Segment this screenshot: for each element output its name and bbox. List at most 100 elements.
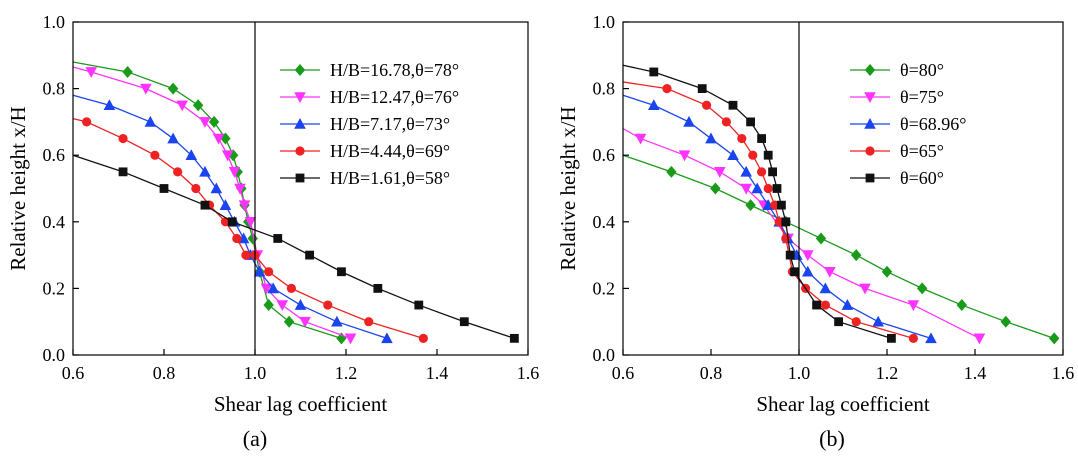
data-point-a-0 [167,82,179,95]
data-point-b-4 [781,217,791,227]
data-point-b-2 [819,282,832,294]
series-line-a-0 [72,61,342,339]
data-point-b-3 [757,167,767,177]
panel-caption-a: (a) [243,426,267,451]
legend-marker-b-0 [864,64,876,76]
panel-caption-b: (b) [819,426,845,451]
data-point-b-1 [740,183,752,195]
y-tick-label: 0.4 [43,212,66,232]
data-point-b-2 [727,149,739,160]
x-tick-label: 0.6 [62,363,85,383]
y-tick-label: 1.0 [593,12,616,32]
data-point-a-4 [273,234,283,243]
data-point-b-4 [785,250,795,260]
data-point-b-2 [705,132,717,144]
x-tick-label: 1.0 [788,363,811,383]
data-point-b-3 [721,117,732,127]
legend-label-a-4: H/B=1.61,θ=58° [330,168,450,188]
chart-panel-a: 0.6 0.8 1.0 1.2 1.4 1.6 0.0 0.2 0.4 0.6 0.8 1.0 She… [6,12,539,451]
series-line-a-2 [72,94,388,339]
data-point-a-0 [122,65,133,78]
legend-marker-a-2 [294,118,306,129]
legend-label-b-0: θ=80° [900,60,944,80]
legend-label-b-1: θ=75° [900,87,944,107]
legend-b: θ=80° θ=75° θ=68.96° θ=65° θ=60° [850,60,966,188]
legend-marker-b-1 [864,92,876,103]
data-point-a-1 [212,133,225,145]
data-point-b-2 [841,299,854,310]
data-point-a-1 [260,283,273,295]
y-tick-label: 0.6 [593,145,616,165]
data-point-a-3 [82,117,92,127]
data-point-b-0 [917,282,928,295]
data-point-a-0 [208,115,220,128]
data-point-b-4 [746,117,755,127]
x-tick-label: 1.6 [517,363,540,383]
data-point-a-4 [227,217,237,227]
data-point-a-4 [414,300,424,310]
legend-marker-a-1 [294,92,306,103]
data-point-a-3 [264,267,274,277]
data-point-b-0 [881,265,893,278]
data-point-a-4 [373,284,383,293]
x-tick-label: 0.8 [700,363,723,383]
data-point-b-4 [697,84,707,93]
y-tick-label: 0.8 [593,79,616,99]
data-point-a-3 [286,283,296,293]
data-point-b-4 [790,267,799,277]
series-line-b-4 [622,64,892,339]
legend-marker-a-3 [295,146,305,156]
y-tick-label: 0.6 [43,145,66,165]
series-line-b-3 [622,81,914,339]
data-point-a-2 [144,115,157,127]
data-point-a-4 [305,250,314,260]
data-point-a-4 [337,267,346,277]
data-point-a-2 [294,299,307,310]
data-point-b-1 [859,283,871,295]
data-point-a-4 [118,167,128,177]
data-point-b-4 [757,134,766,143]
data-point-a-1 [140,83,152,95]
data-point-b-2 [925,332,937,344]
series-line-a-1 [72,66,351,339]
data-point-a-0 [227,149,239,162]
data-point-b-0 [1049,332,1060,345]
data-point-b-3 [851,317,861,327]
data-point-a-3 [241,250,251,260]
data-point-a-1 [234,183,246,195]
x-tick-label: 1.0 [244,363,267,383]
x-axis-title-b: Shear lag coefficient [756,392,930,416]
data-point-a-2 [167,132,179,144]
data-point-b-4 [777,200,786,210]
data-point-b-1 [678,150,691,162]
data-point-a-1 [176,100,188,112]
data-point-a-0 [192,99,204,112]
legend-label-a-1: H/B=12.47,θ=76° [330,87,459,107]
data-point-a-2 [253,265,266,277]
data-point-a-2 [103,99,116,111]
data-point-a-3 [173,167,183,177]
data-point-b-0 [745,199,756,212]
data-point-a-0 [283,315,295,328]
data-point-b-4 [834,317,843,327]
data-point-a-3 [418,333,428,343]
data-point-a-1 [276,300,289,312]
data-point-b-1 [973,333,986,345]
data-point-a-3 [150,150,160,160]
y-tick-label: 0.0 [43,345,66,365]
data-point-b-1 [824,266,836,278]
y-tick-label: 1.0 [43,12,66,32]
data-point-a-3 [191,183,201,194]
data-point-b-2 [683,115,695,127]
legend-marker-a-0 [294,64,306,76]
data-point-a-2 [210,182,223,194]
data-point-a-2 [219,199,232,210]
data-point-b-4 [812,300,821,310]
data-point-a-1 [344,333,357,345]
data-point-b-4 [768,167,777,177]
data-point-b-3 [662,84,672,94]
data-point-b-0 [851,249,862,262]
y-axis-title-a: Relative height x/H [6,106,30,270]
data-point-a-2 [381,332,393,344]
